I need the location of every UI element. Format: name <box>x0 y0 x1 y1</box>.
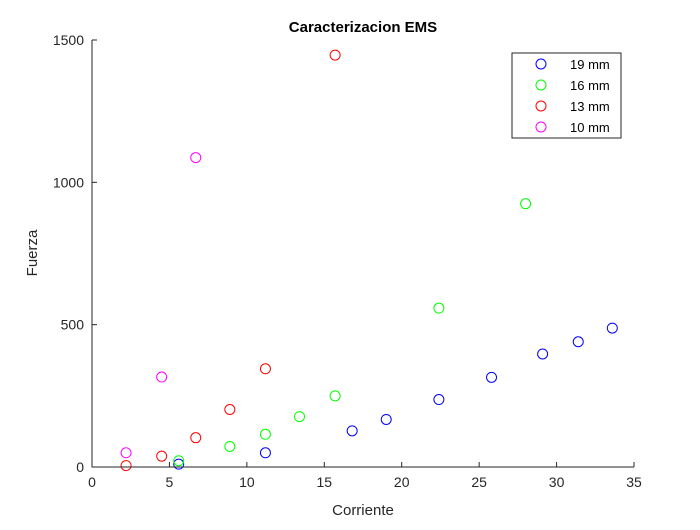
y-tick-label: 0 <box>76 459 84 475</box>
data-point <box>173 455 185 467</box>
series-3 <box>120 152 202 459</box>
x-tick-label: 15 <box>316 474 332 490</box>
legend-label: 13 mm <box>570 99 610 114</box>
x-tick-label: 10 <box>239 474 255 490</box>
y-tick-label: 1000 <box>53 174 84 190</box>
data-point <box>190 432 202 444</box>
x-tick-label: 25 <box>471 474 487 490</box>
data-point <box>520 198 532 210</box>
data-point <box>329 390 341 402</box>
x-tick-label: 20 <box>394 474 410 490</box>
legend-box <box>511 52 622 139</box>
data-point <box>572 336 584 348</box>
data-point <box>433 302 445 314</box>
axes-frame <box>91 40 634 468</box>
data-point <box>329 49 341 61</box>
legend-item: 16 mm <box>535 78 610 93</box>
data-point <box>294 411 306 423</box>
legend-marker <box>535 100 547 112</box>
data-point <box>259 428 271 440</box>
series-1 <box>173 198 532 467</box>
legend: 19 mm 16 mm 13 mm 10 mm <box>511 52 622 139</box>
data-point <box>606 322 618 334</box>
x-tick-label: 35 <box>626 474 642 490</box>
data-point <box>156 371 168 383</box>
legend-marker <box>535 79 547 91</box>
axis-ticks: 0 5 10 15 20 25 30 35 0 500 1000 1500 <box>53 32 642 490</box>
x-tick-label: 5 <box>166 474 174 490</box>
data-point <box>190 152 202 164</box>
data-points <box>120 49 618 472</box>
data-point <box>120 447 132 459</box>
legend-item: 13 mm <box>535 99 610 114</box>
data-point <box>120 460 132 472</box>
data-point <box>224 403 236 415</box>
data-point <box>259 363 271 375</box>
series-0 <box>173 322 618 470</box>
legend-label: 10 mm <box>570 120 610 135</box>
x-tick-label: 30 <box>549 474 565 490</box>
data-point <box>380 413 392 425</box>
x-axis-label: Corriente <box>332 502 394 519</box>
data-point <box>486 371 498 383</box>
data-point <box>346 425 358 437</box>
legend-marker <box>535 58 547 70</box>
legend-item: 10 mm <box>535 120 610 135</box>
legend-item: 19 mm <box>535 57 610 72</box>
data-point <box>173 458 185 470</box>
data-point <box>259 447 271 459</box>
legend-label: 16 mm <box>570 78 610 93</box>
y-tick-label: 500 <box>61 317 85 333</box>
chart-title: Caracterizacion EMS <box>289 19 437 36</box>
y-tick-label: 1500 <box>53 32 84 48</box>
data-point <box>433 394 445 406</box>
x-tick-label: 0 <box>88 474 96 490</box>
data-point <box>537 348 549 360</box>
series-2 <box>120 49 341 472</box>
legend-marker <box>535 121 547 133</box>
legend-label: 19 mm <box>570 57 610 72</box>
data-point <box>224 441 236 453</box>
data-point <box>156 450 168 462</box>
y-axis-label: Fuerza <box>24 229 41 276</box>
